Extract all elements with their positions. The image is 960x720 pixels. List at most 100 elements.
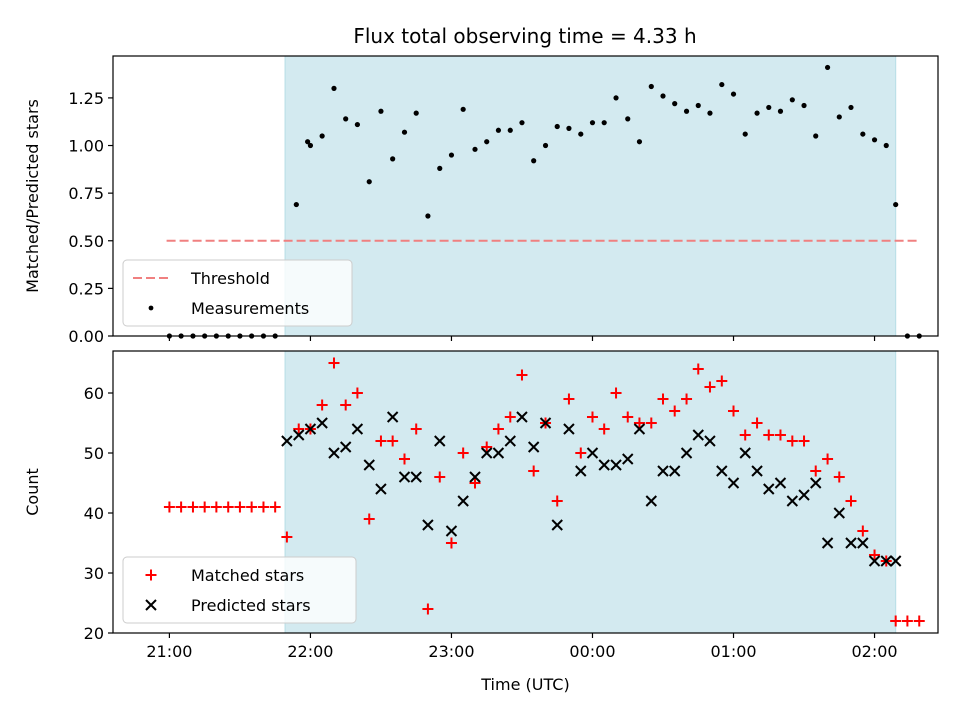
matched-star-point [481, 441, 493, 453]
legend-label: Predicted stars [191, 596, 311, 615]
matched-star-point [269, 501, 281, 513]
y-tick-label: 20 [84, 624, 104, 643]
matched-star-point [913, 615, 925, 627]
measurement-point [484, 139, 490, 145]
matched-star-point [175, 501, 187, 513]
matched-star-point [246, 501, 258, 513]
predicted-star-point [739, 447, 751, 459]
predicted-star-point [645, 495, 658, 507]
matched-star-point [328, 357, 340, 369]
matched-star-point [645, 417, 657, 429]
matched-star-point [163, 501, 175, 513]
measurement-point [730, 91, 737, 97]
y-tick-label: 0.75 [68, 184, 104, 203]
measurement-point [531, 158, 537, 164]
measurement-point [437, 165, 443, 171]
predicted-star-point [716, 465, 728, 477]
y-tick-label: 0.50 [68, 232, 104, 251]
measurement-point [542, 142, 549, 149]
predicted-star-point [422, 519, 434, 531]
measurement-point [425, 213, 431, 219]
matched-star-point [422, 603, 434, 615]
x-tick-label: 22:00 [287, 642, 333, 661]
predicted-star-point [668, 465, 681, 477]
legend-swatch [145, 599, 157, 611]
matched-star-point [633, 417, 645, 429]
matched-star-point [410, 423, 422, 435]
matched-star-point [728, 405, 740, 417]
predicted-star-point [386, 411, 399, 423]
legend: Matched stars Predicted stars [122, 556, 357, 624]
predicted-star-point [763, 483, 775, 495]
measurement-point [472, 146, 478, 152]
measurement-point [343, 116, 349, 122]
predicted-star-point [704, 435, 716, 447]
measurement-point [719, 81, 725, 88]
predicted-star-point [868, 555, 881, 567]
measurement-point [601, 120, 607, 126]
matched-star-point [774, 429, 786, 441]
predicted-star-point [516, 411, 528, 423]
measurement-point [554, 123, 560, 130]
matched-star-point [316, 399, 328, 411]
predicted-star-point [786, 495, 799, 507]
measurement-point [813, 133, 819, 139]
predicted-star-point [551, 519, 563, 531]
legend: Threshold Measurements [122, 259, 353, 327]
predicted-star-point [316, 417, 328, 429]
x-tick-label: 00:00 [569, 642, 615, 661]
y-tick-label: 1.25 [68, 89, 104, 108]
matched-star-point [257, 501, 269, 513]
predicted-star-point [398, 471, 411, 483]
measurement-point [354, 121, 360, 128]
matched-star-point [845, 495, 857, 507]
predicted-star-point [445, 525, 458, 537]
predicted-star-point [727, 477, 740, 489]
measurement-point [390, 156, 396, 162]
matched-star-point [281, 531, 293, 543]
top-chart-title: Flux total observing time = 4.33 h [353, 24, 696, 48]
measurement-point [871, 137, 878, 143]
legend-swatch [145, 569, 157, 581]
predicted-star-point [504, 435, 516, 447]
measurement-point [293, 201, 299, 208]
matched-star-point [763, 429, 775, 441]
matched-star-point [586, 411, 598, 423]
matched-star-point [704, 381, 716, 393]
bottom-chart: 20 30 40 50 60 21:00 22:00 23:00 00:00 01:00 02:00… [23, 350, 939, 694]
matched-star-point [716, 375, 728, 387]
predicted-star-point [304, 423, 317, 435]
matched-star-point [528, 465, 540, 477]
predicted-star-point [481, 447, 493, 459]
measurement-point [413, 110, 419, 116]
predicted-star-point [410, 471, 422, 483]
predicted-star-point [469, 471, 481, 483]
measurement-point [366, 179, 372, 185]
matched-star-point [222, 501, 234, 513]
predicted-star-point [375, 483, 387, 495]
predicted-star-point [657, 465, 669, 477]
predicted-star-point [810, 477, 822, 489]
matched-star-point [551, 495, 563, 507]
predicted-star-point [622, 453, 634, 465]
matched-star-point [387, 435, 399, 447]
matched-star-point [692, 363, 704, 375]
measurement-point [754, 110, 760, 116]
predicted-star-point [598, 459, 610, 471]
predicted-star-point [774, 477, 787, 489]
predicted-star-point [434, 435, 446, 447]
matched-star-point [375, 435, 387, 447]
measurement-point [378, 108, 384, 114]
matched-star-point [210, 501, 222, 513]
measurement-point [401, 129, 408, 135]
matched-star-point [434, 471, 446, 483]
matched-star-point [669, 405, 681, 417]
legend-label: Matched stars [191, 566, 304, 585]
predicted-star-point [328, 447, 340, 459]
measurement-point [836, 114, 842, 120]
x-tick-label: 01:00 [710, 642, 756, 661]
measurement-point [672, 101, 678, 107]
predicted-star-point [680, 447, 693, 459]
measurement-point [448, 152, 455, 158]
